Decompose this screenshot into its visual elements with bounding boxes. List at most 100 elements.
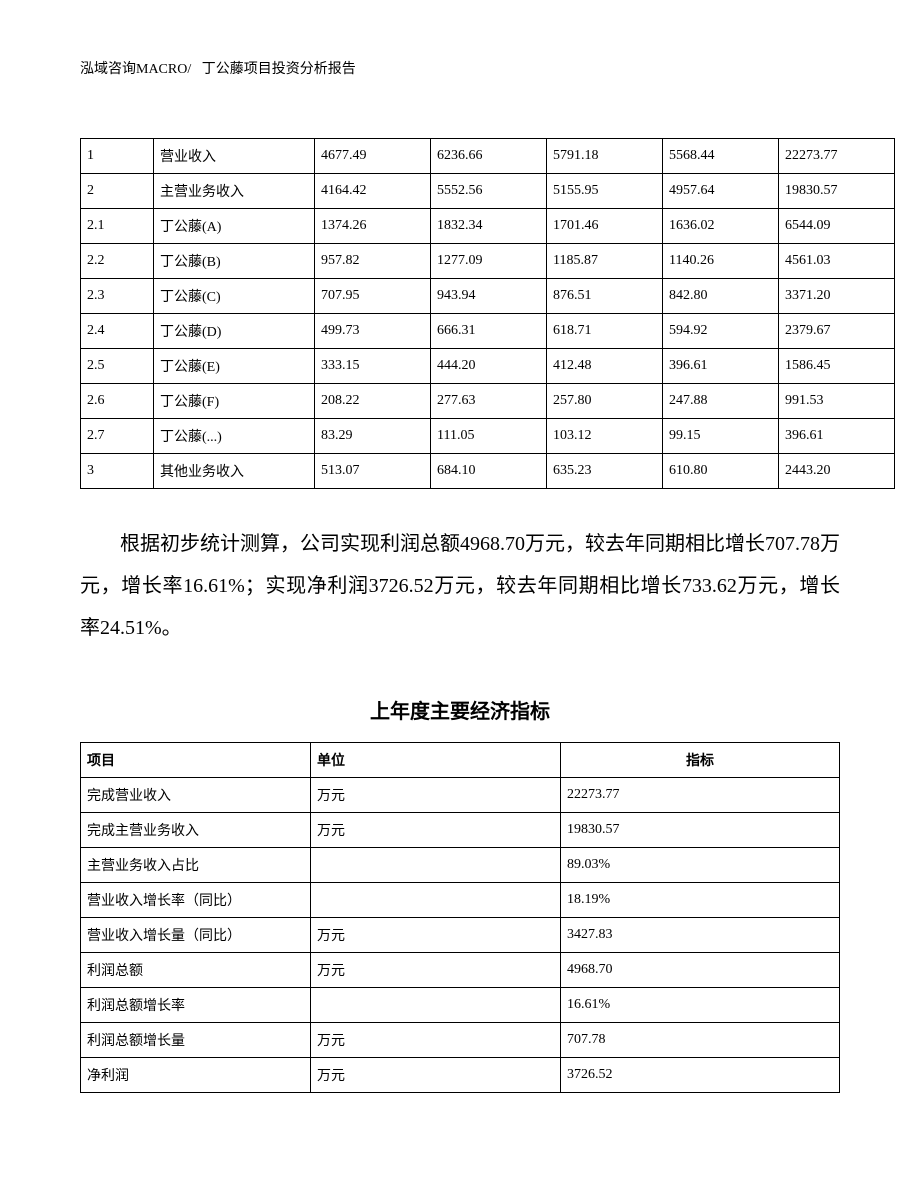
- cell: 3: [81, 454, 154, 489]
- cell: 万元: [311, 953, 561, 988]
- cell: 18.19%: [561, 883, 840, 918]
- cell: 5155.95: [547, 174, 663, 209]
- cell: 666.31: [431, 314, 547, 349]
- table-row: 2.6 丁公藤(F) 208.22 277.63 257.80 247.88 9…: [81, 384, 895, 419]
- cell: 842.80: [663, 279, 779, 314]
- table-row: 利润总额 万元 4968.70: [81, 953, 840, 988]
- cell: 89.03%: [561, 848, 840, 883]
- cell: 99.15: [663, 419, 779, 454]
- cell: 257.80: [547, 384, 663, 419]
- cell: 完成营业收入: [81, 778, 311, 813]
- cell: 2.4: [81, 314, 154, 349]
- cell: 3726.52: [561, 1058, 840, 1093]
- table-header-row: 项目 单位 指标: [81, 743, 840, 778]
- cell: 247.88: [663, 384, 779, 419]
- cell: 5568.44: [663, 139, 779, 174]
- table-row: 主营业务收入占比 89.03%: [81, 848, 840, 883]
- header-cell: 单位: [311, 743, 561, 778]
- cell: 5791.18: [547, 139, 663, 174]
- table-row: 1 营业收入 4677.49 6236.66 5791.18 5568.44 2…: [81, 139, 895, 174]
- summary-paragraph: 根据初步统计测算，公司实现利润总额4968.70万元，较去年同期相比增长707.…: [80, 523, 840, 649]
- cell: 16.61%: [561, 988, 840, 1023]
- cell: 2.5: [81, 349, 154, 384]
- cell: 丁公藤(C): [154, 279, 315, 314]
- page-header: 泓域咨询MACRO/ 丁公藤项目投资分析报告: [80, 58, 840, 78]
- cell: 1277.09: [431, 244, 547, 279]
- revenue-table: 1 营业收入 4677.49 6236.66 5791.18 5568.44 2…: [80, 138, 895, 489]
- cell: 3427.83: [561, 918, 840, 953]
- cell: 2.3: [81, 279, 154, 314]
- cell: 1374.26: [315, 209, 431, 244]
- table-row: 3 其他业务收入 513.07 684.10 635.23 610.80 244…: [81, 454, 895, 489]
- cell: 103.12: [547, 419, 663, 454]
- cell: 991.53: [779, 384, 895, 419]
- table-row: 2 主营业务收入 4164.42 5552.56 5155.95 4957.64…: [81, 174, 895, 209]
- cell: 2.7: [81, 419, 154, 454]
- cell: 4561.03: [779, 244, 895, 279]
- cell: 1: [81, 139, 154, 174]
- cell: 412.48: [547, 349, 663, 384]
- cell: 丁公藤(B): [154, 244, 315, 279]
- table-row: 2.4 丁公藤(D) 499.73 666.31 618.71 594.92 2…: [81, 314, 895, 349]
- cell: 943.94: [431, 279, 547, 314]
- cell: 利润总额: [81, 953, 311, 988]
- table-row: 利润总额增长量 万元 707.78: [81, 1023, 840, 1058]
- cell: 4164.42: [315, 174, 431, 209]
- cell: 333.15: [315, 349, 431, 384]
- cell: 19830.57: [561, 813, 840, 848]
- cell: 净利润: [81, 1058, 311, 1093]
- cell: [311, 883, 561, 918]
- table-row: 2.1 丁公藤(A) 1374.26 1832.34 1701.46 1636.…: [81, 209, 895, 244]
- header-left: 泓域咨询MACRO/: [80, 62, 191, 77]
- cell: 完成主营业务收入: [81, 813, 311, 848]
- table-row: 营业收入增长量（同比） 万元 3427.83: [81, 918, 840, 953]
- section-title: 上年度主要经济指标: [80, 695, 840, 724]
- cell: 丁公藤(...): [154, 419, 315, 454]
- cell: 2.6: [81, 384, 154, 419]
- cell: 万元: [311, 918, 561, 953]
- cell: 5552.56: [431, 174, 547, 209]
- cell: [311, 988, 561, 1023]
- table-row: 利润总额增长率 16.61%: [81, 988, 840, 1023]
- cell: 4957.64: [663, 174, 779, 209]
- cell: 丁公藤(E): [154, 349, 315, 384]
- table-row: 2.5 丁公藤(E) 333.15 444.20 412.48 396.61 1…: [81, 349, 895, 384]
- cell: 22273.77: [561, 778, 840, 813]
- cell: 主营业务收入: [154, 174, 315, 209]
- cell: 其他业务收入: [154, 454, 315, 489]
- cell: 396.61: [779, 419, 895, 454]
- cell: 4677.49: [315, 139, 431, 174]
- header-cell: 项目: [81, 743, 311, 778]
- cell: 277.63: [431, 384, 547, 419]
- cell: 610.80: [663, 454, 779, 489]
- cell: 957.82: [315, 244, 431, 279]
- cell: 707.95: [315, 279, 431, 314]
- cell: 万元: [311, 1058, 561, 1093]
- table-row: 2.7 丁公藤(...) 83.29 111.05 103.12 99.15 3…: [81, 419, 895, 454]
- cell: 万元: [311, 813, 561, 848]
- cell: 营业收入增长量（同比）: [81, 918, 311, 953]
- cell: 19830.57: [779, 174, 895, 209]
- cell: 6236.66: [431, 139, 547, 174]
- cell: 513.07: [315, 454, 431, 489]
- cell: 丁公藤(F): [154, 384, 315, 419]
- cell: 396.61: [663, 349, 779, 384]
- indicator-table: 项目 单位 指标 完成营业收入 万元 22273.77 完成主营业务收入 万元 …: [80, 742, 840, 1093]
- table-row: 完成营业收入 万元 22273.77: [81, 778, 840, 813]
- cell: 主营业务收入占比: [81, 848, 311, 883]
- cell: 111.05: [431, 419, 547, 454]
- cell: 万元: [311, 1023, 561, 1058]
- cell: 营业收入: [154, 139, 315, 174]
- cell: 营业收入增长率（同比）: [81, 883, 311, 918]
- cell: 499.73: [315, 314, 431, 349]
- cell: 618.71: [547, 314, 663, 349]
- cell: 1140.26: [663, 244, 779, 279]
- cell: 635.23: [547, 454, 663, 489]
- cell: 2: [81, 174, 154, 209]
- table-row: 净利润 万元 3726.52: [81, 1058, 840, 1093]
- cell: 594.92: [663, 314, 779, 349]
- cell: 1586.45: [779, 349, 895, 384]
- cell: 6544.09: [779, 209, 895, 244]
- cell: 444.20: [431, 349, 547, 384]
- table-row: 2.2 丁公藤(B) 957.82 1277.09 1185.87 1140.2…: [81, 244, 895, 279]
